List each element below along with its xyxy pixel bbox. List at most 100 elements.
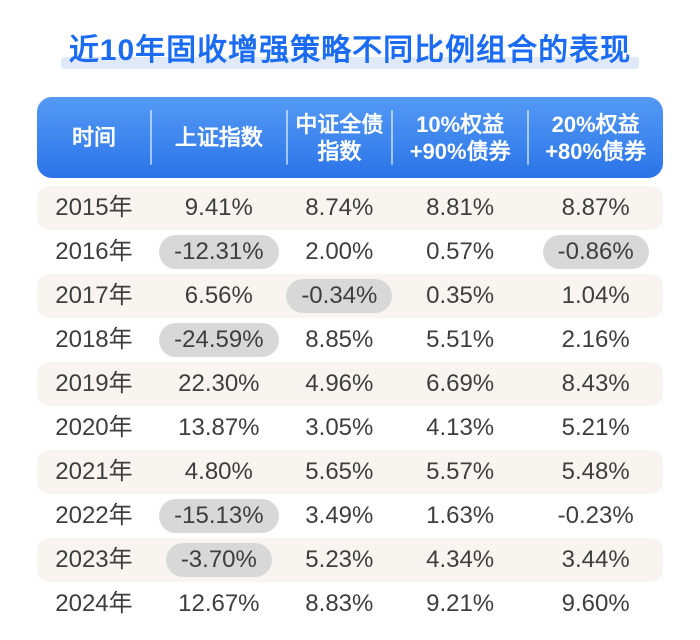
value-cell-20-80: -0.86% xyxy=(528,235,663,269)
value-cell-sse: -12.31% xyxy=(151,235,287,269)
column-header-label: 时间 xyxy=(71,125,116,150)
year-cell: 2021年 xyxy=(37,455,151,489)
value-label: 5.65% xyxy=(305,458,374,485)
year-label: 2016年 xyxy=(55,238,133,265)
value-cell-bond: 5.65% xyxy=(287,455,392,489)
value-cell-10-90: 5.57% xyxy=(392,455,528,489)
title-area: 近10年固收增强策略不同比例组合的表现 xyxy=(0,0,700,69)
value-cell-20-80: 8.43% xyxy=(528,367,663,401)
value-cell-bond: 8.74% xyxy=(287,191,392,225)
table-row: 2016年 -12.31% 2.00% 0.57% -0.86% xyxy=(37,230,663,274)
column-header-20-80-mix: 20%权益 +80%债券 xyxy=(527,97,663,178)
table-row: 2015年 9.41% 8.74% 8.81% 8.87% xyxy=(37,186,663,230)
value-label: 9.21% xyxy=(426,590,495,617)
column-header-time: 时间 xyxy=(37,97,151,178)
value-cell-10-90: 5.51% xyxy=(392,323,528,357)
year-label: 2017年 xyxy=(55,282,133,309)
value-cell-10-90: 8.81% xyxy=(392,191,528,225)
table-row: 2019年 22.30% 4.96% 6.69% 8.43% xyxy=(37,362,663,406)
year-cell: 2022年 xyxy=(37,499,151,533)
value-label: 2.00% xyxy=(305,238,374,265)
year-label: 2023年 xyxy=(55,546,133,573)
table-row: 2017年 6.56% -0.34% 0.35% 1.04% xyxy=(37,274,663,318)
value-cell-20-80: -0.23% xyxy=(528,499,663,533)
value-label: 5.57% xyxy=(426,458,495,485)
title-underline-bar xyxy=(60,57,640,69)
value-label: 1.63% xyxy=(426,502,495,529)
value-cell-bond: 4.96% xyxy=(287,367,392,401)
value-cell-10-90: 4.34% xyxy=(392,543,528,577)
value-label: 4.96% xyxy=(305,370,374,397)
value-label: -15.13% xyxy=(159,499,279,533)
value-label: 5.21% xyxy=(561,414,630,441)
column-header-label: +90%债券 xyxy=(409,138,511,164)
value-cell-bond: 8.83% xyxy=(287,587,392,621)
value-label: 8.83% xyxy=(305,590,374,617)
year-label: 2024年 xyxy=(55,590,133,617)
table-row: 2024年 12.67% 8.83% 9.21% 9.60% xyxy=(37,582,663,626)
table-row: 2020年 13.87% 3.05% 4.13% 5.21% xyxy=(37,406,663,450)
value-cell-10-90: 9.21% xyxy=(392,587,528,621)
value-cell-bond: 5.23% xyxy=(287,543,392,577)
value-cell-20-80: 1.04% xyxy=(528,279,663,313)
value-cell-sse: 4.80% xyxy=(151,455,287,489)
performance-table: 时间 上证指数 中证全债 指数 10%权益 +90%债券 20%权益 +80%债… xyxy=(37,97,663,626)
value-label: 8.43% xyxy=(561,370,630,397)
table-row: 2021年 4.80% 5.65% 5.57% 5.48% xyxy=(37,450,663,494)
value-cell-10-90: 0.57% xyxy=(392,235,528,269)
year-label: 2019年 xyxy=(55,370,133,397)
value-label: 8.81% xyxy=(426,194,495,221)
table-row: 2023年 -3.70% 5.23% 4.34% 3.44% xyxy=(37,538,663,582)
value-cell-20-80: 9.60% xyxy=(528,587,663,621)
column-header-label: 10%权益 xyxy=(416,111,505,137)
value-label: 0.35% xyxy=(426,282,495,309)
table-row: 2018年 -24.59% 8.85% 5.51% 2.16% xyxy=(37,318,663,362)
value-cell-bond: 3.05% xyxy=(287,411,392,445)
year-cell: 2019年 xyxy=(37,367,151,401)
value-cell-sse: -3.70% xyxy=(151,543,287,577)
table-header-row: 时间 上证指数 中证全债 指数 10%权益 +90%债券 20%权益 +80%债… xyxy=(37,97,663,178)
year-cell: 2015年 xyxy=(37,191,151,225)
value-cell-bond: 8.85% xyxy=(287,323,392,357)
value-label: 5.48% xyxy=(561,458,630,485)
column-header-label: 指数 xyxy=(317,138,362,164)
value-cell-sse: 9.41% xyxy=(151,191,287,225)
value-label: 3.05% xyxy=(305,414,374,441)
value-cell-sse: -15.13% xyxy=(151,499,287,533)
value-label: 9.41% xyxy=(184,194,253,221)
value-cell-20-80: 2.16% xyxy=(528,323,663,357)
value-cell-sse: 6.56% xyxy=(151,279,287,313)
value-cell-sse: 12.67% xyxy=(151,587,287,621)
value-label: 5.23% xyxy=(305,546,374,573)
value-cell-10-90: 6.69% xyxy=(392,367,528,401)
value-label: 6.56% xyxy=(184,282,253,309)
page-title: 近10年固收增强策略不同比例组合的表现 xyxy=(60,33,640,69)
value-cell-10-90: 4.13% xyxy=(392,411,528,445)
table-body: 2015年 9.41% 8.74% 8.81% 8.87% 2016年 -12.… xyxy=(37,186,663,626)
year-cell: 2016年 xyxy=(37,235,151,269)
column-header-csi-bond-index: 中证全债 指数 xyxy=(285,97,392,178)
value-cell-bond: 2.00% xyxy=(287,235,392,269)
value-label: 8.85% xyxy=(305,326,374,353)
value-label: 8.87% xyxy=(561,194,630,221)
value-label: 6.69% xyxy=(426,370,495,397)
year-label: 2022年 xyxy=(55,502,133,529)
value-cell-sse: 22.30% xyxy=(151,367,287,401)
column-header-label: 中证全债 xyxy=(295,111,384,137)
value-label: 2.16% xyxy=(561,326,630,353)
year-cell: 2024年 xyxy=(37,587,151,621)
value-label: 4.80% xyxy=(184,458,253,485)
year-cell: 2017年 xyxy=(37,279,151,313)
year-label: 2015年 xyxy=(55,194,133,221)
value-label: 4.13% xyxy=(426,414,495,441)
column-header-label: +80%债券 xyxy=(545,138,647,164)
value-cell-20-80: 5.48% xyxy=(528,455,663,489)
value-label: 12.67% xyxy=(178,590,260,617)
value-label: 9.60% xyxy=(561,590,630,617)
value-cell-bond: 3.49% xyxy=(287,499,392,533)
value-cell-20-80: 5.21% xyxy=(528,411,663,445)
value-label: -0.34% xyxy=(286,279,393,313)
column-header-label: 20%权益 xyxy=(551,111,640,137)
year-cell: 2020年 xyxy=(37,411,151,445)
